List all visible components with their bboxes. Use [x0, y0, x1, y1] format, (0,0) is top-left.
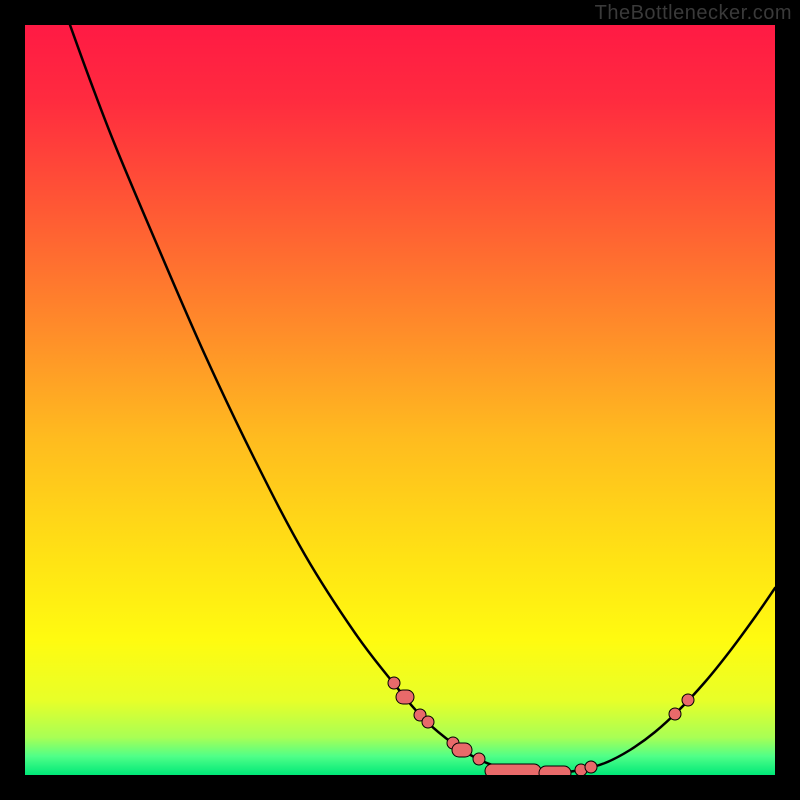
data-marker	[422, 716, 434, 728]
data-marker	[473, 753, 485, 765]
data-marker	[396, 690, 414, 704]
chart-background-gradient	[25, 25, 775, 775]
chart-plot-area	[25, 25, 775, 775]
data-marker	[585, 761, 597, 773]
data-marker	[452, 743, 472, 757]
data-marker	[388, 677, 400, 689]
data-marker	[485, 764, 541, 775]
data-marker	[669, 708, 681, 720]
data-marker	[539, 766, 571, 775]
chart-svg	[25, 25, 775, 775]
data-marker	[682, 694, 694, 706]
watermark-text: TheBottlenecker.com	[595, 2, 792, 25]
